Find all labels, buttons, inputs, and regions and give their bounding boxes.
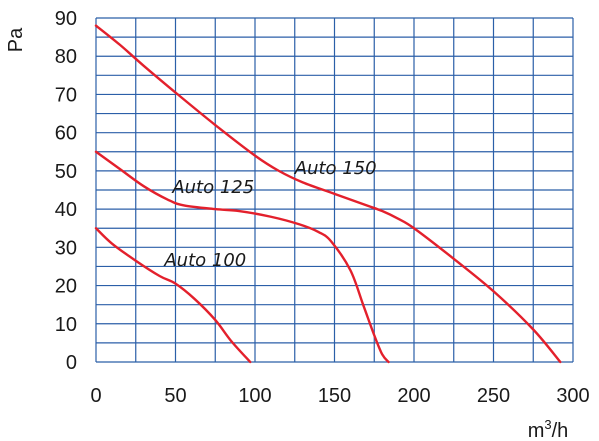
curve-auto-150 xyxy=(94,24,562,364)
y-tick-label: 60 xyxy=(55,123,77,145)
y-tick-label: 30 xyxy=(55,237,77,259)
y-tick-label: 20 xyxy=(55,276,77,298)
series-curves xyxy=(94,24,562,364)
y-tick-label: 50 xyxy=(55,161,77,183)
y-tick-label: 0 xyxy=(66,352,77,374)
x-axis-label: m3/h xyxy=(528,417,569,441)
y-tick-label: 70 xyxy=(55,84,77,106)
y-axis-label: Pa xyxy=(5,27,27,52)
y-tick-label: 10 xyxy=(55,314,77,336)
y-tick-labels: 0 10 20 30 40 50 60 70 80 90 xyxy=(55,8,77,374)
x-tick-label: 200 xyxy=(397,385,430,407)
series-label-auto-100: Auto 100 xyxy=(163,250,246,271)
grid xyxy=(95,17,574,363)
y-tick-label: 80 xyxy=(55,46,77,68)
x-tick-label: 100 xyxy=(238,385,271,407)
series-label-auto-150: Auto 150 xyxy=(294,158,377,179)
x-tick-label: 50 xyxy=(164,385,186,407)
curve-auto-100 xyxy=(94,227,252,364)
x-tick-label: 250 xyxy=(477,385,510,407)
x-tick-label: 150 xyxy=(318,385,351,407)
series-label-auto-125: Auto 125 xyxy=(171,177,254,198)
x-axis-label-rest: /h xyxy=(552,420,569,441)
x-axis-label-superscript: 3 xyxy=(544,417,551,432)
series-labels: Auto 100 Auto 125 Auto 150 xyxy=(163,158,376,271)
y-tick-label: 90 xyxy=(55,8,77,30)
curve-auto-125 xyxy=(94,150,390,364)
x-axis-label-base: m xyxy=(528,420,545,441)
y-tick-label: 40 xyxy=(55,199,77,221)
x-tick-labels: 0 50 100 150 200 250 300 xyxy=(90,385,589,407)
x-tick-label: 300 xyxy=(556,385,589,407)
x-tick-label: 0 xyxy=(90,385,101,407)
